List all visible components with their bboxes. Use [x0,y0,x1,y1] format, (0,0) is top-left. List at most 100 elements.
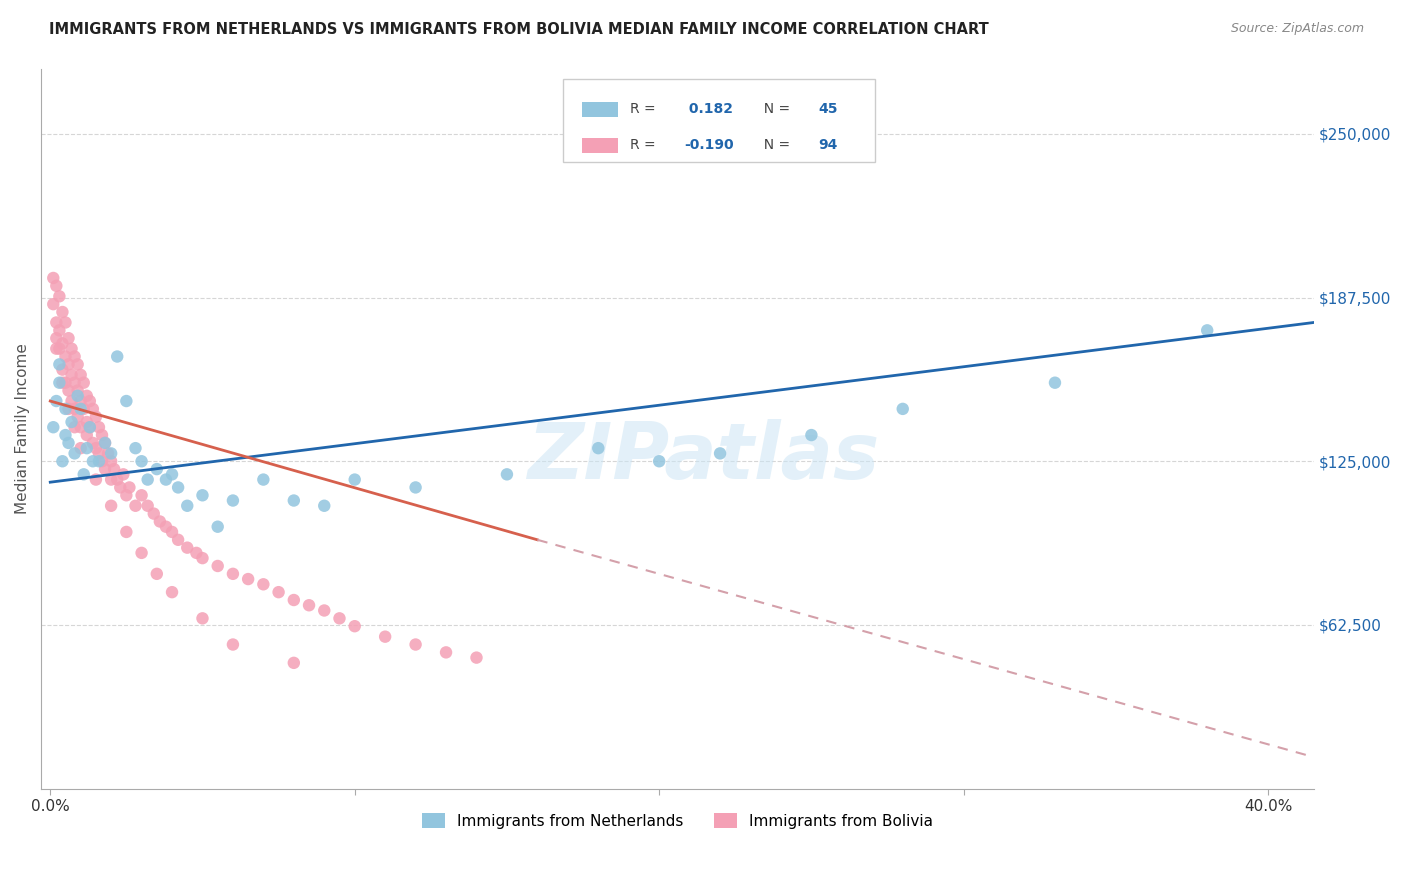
Point [283,656,305,670]
Point [167,480,190,494]
Point [97,446,120,460]
Y-axis label: Median Family Income: Median Family Income [15,343,30,514]
Point [115,488,138,502]
Text: -0.190: -0.190 [683,138,734,152]
Point [63,446,86,460]
Point [343,473,366,487]
Point [48,357,70,371]
Point [160,585,183,599]
Text: N =: N = [755,138,794,152]
Point [82,436,104,450]
Point [79,394,101,409]
Point [207,559,229,574]
Point [45,394,67,409]
Point [76,389,98,403]
Point [51,336,73,351]
Point [63,401,86,416]
Point [167,533,190,547]
Point [76,428,98,442]
Point [124,441,146,455]
Point [55,316,77,330]
Point [48,376,70,390]
Point [82,454,104,468]
Point [45,342,67,356]
Point [136,473,159,487]
Point [66,384,89,398]
Point [146,462,169,476]
Point [73,467,96,482]
Point [73,401,96,416]
Point [87,446,110,460]
Point [891,401,914,416]
Point [58,436,80,450]
Point [298,599,321,613]
Point [176,541,198,555]
Text: R =: R = [630,138,661,152]
Point [94,462,117,476]
Point [191,551,214,566]
Point [91,428,114,442]
Point [405,638,427,652]
Point [343,619,366,633]
Point [100,446,122,460]
FancyBboxPatch shape [562,79,875,162]
Point [45,316,67,330]
Point [222,566,245,581]
Point [149,515,172,529]
Point [66,389,89,403]
Point [314,499,336,513]
Point [800,428,823,442]
Point [69,368,91,382]
Point [110,480,132,494]
Point [84,409,107,424]
Point [1197,323,1219,337]
Point [66,357,89,371]
Point [58,384,80,398]
Point [146,566,169,581]
Point [60,415,83,429]
Point [236,572,259,586]
Point [465,650,488,665]
Point [374,630,396,644]
Point [87,420,110,434]
Point [191,611,214,625]
Text: 0.182: 0.182 [683,103,733,116]
Point [63,376,86,390]
Point [69,441,91,455]
Point [55,376,77,390]
Point [115,394,138,409]
Point [58,401,80,416]
Point [48,289,70,303]
Point [91,454,114,468]
Point [45,331,67,345]
Point [131,454,153,468]
Text: Source: ZipAtlas.com: Source: ZipAtlas.com [1230,22,1364,36]
Point [155,473,177,487]
Point [55,428,77,442]
Point [60,394,83,409]
Point [222,493,245,508]
Point [100,499,122,513]
Point [105,350,128,364]
Point [60,368,83,382]
Point [58,331,80,345]
Point [176,499,198,513]
Point [60,342,83,356]
Point [1043,376,1066,390]
Text: N =: N = [755,103,794,116]
Point [94,436,117,450]
Point [191,488,214,502]
Point [103,462,125,476]
Point [73,376,96,390]
Point [42,297,65,311]
Point [105,473,128,487]
Point [42,271,65,285]
Point [51,362,73,376]
Point [222,638,245,652]
Point [588,441,610,455]
Point [160,524,183,539]
Point [51,305,73,319]
Point [79,420,101,434]
Point [87,454,110,468]
Text: 94: 94 [818,138,838,152]
